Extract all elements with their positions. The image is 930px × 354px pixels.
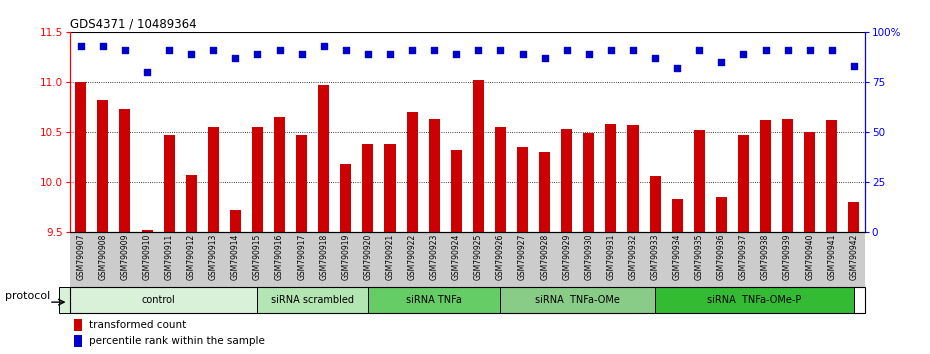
Text: transformed count: transformed count xyxy=(88,320,186,330)
Bar xyxy=(119,109,130,232)
Bar xyxy=(73,335,83,347)
Point xyxy=(294,51,309,57)
Bar xyxy=(429,119,440,232)
Bar xyxy=(207,127,219,232)
Point xyxy=(272,47,287,53)
Bar xyxy=(75,82,86,232)
Text: siRNA scrambled: siRNA scrambled xyxy=(272,295,354,305)
Point xyxy=(692,47,707,53)
Bar xyxy=(649,176,660,232)
Bar xyxy=(363,144,374,232)
Point xyxy=(427,47,442,53)
Point xyxy=(140,69,154,75)
Bar xyxy=(517,147,528,232)
Bar xyxy=(694,130,705,232)
Point xyxy=(515,51,530,57)
Bar xyxy=(782,119,793,232)
Point xyxy=(581,51,596,57)
Point xyxy=(250,51,265,57)
Bar xyxy=(384,144,395,232)
Bar xyxy=(296,135,307,232)
Bar xyxy=(500,287,655,313)
Bar xyxy=(274,117,286,232)
Bar xyxy=(141,230,153,232)
Point xyxy=(405,47,419,53)
Text: siRNA  TNFa-OMe-P: siRNA TNFa-OMe-P xyxy=(708,295,802,305)
Point xyxy=(228,55,243,61)
Point xyxy=(316,43,331,49)
Bar xyxy=(318,85,329,232)
Bar xyxy=(539,152,551,232)
Point xyxy=(382,51,397,57)
Bar xyxy=(655,287,854,313)
Bar xyxy=(561,129,572,232)
Bar xyxy=(605,124,617,232)
Point xyxy=(626,47,641,53)
Bar xyxy=(716,197,727,232)
Point xyxy=(184,51,199,57)
Point xyxy=(803,47,817,53)
Bar xyxy=(472,80,484,232)
Point xyxy=(780,47,795,53)
Bar xyxy=(804,132,816,232)
Bar xyxy=(583,133,594,232)
Point xyxy=(824,47,839,53)
Point xyxy=(449,51,464,57)
Bar xyxy=(186,175,197,232)
Bar xyxy=(737,135,749,232)
Point xyxy=(117,47,132,53)
Text: protocol: protocol xyxy=(5,291,50,301)
Point xyxy=(96,43,111,49)
Point xyxy=(559,47,574,53)
Bar xyxy=(59,287,258,313)
Text: siRNA TNFa: siRNA TNFa xyxy=(406,295,462,305)
Point xyxy=(736,51,751,57)
Bar xyxy=(671,199,683,232)
Point xyxy=(206,47,220,53)
Bar xyxy=(495,127,506,232)
Point xyxy=(339,47,353,53)
Bar xyxy=(230,210,241,232)
Bar xyxy=(848,202,859,232)
Bar xyxy=(340,164,352,232)
Bar xyxy=(98,100,109,232)
Point xyxy=(714,59,729,65)
Text: percentile rank within the sample: percentile rank within the sample xyxy=(88,336,264,346)
Bar xyxy=(368,287,500,313)
Point xyxy=(73,43,88,49)
Bar xyxy=(760,120,771,232)
Bar xyxy=(258,287,368,313)
Point xyxy=(471,47,485,53)
Point xyxy=(493,47,508,53)
Point xyxy=(647,55,662,61)
Bar xyxy=(73,319,83,331)
Text: siRNA  TNFa-OMe: siRNA TNFa-OMe xyxy=(536,295,620,305)
Point xyxy=(670,65,684,71)
Bar xyxy=(628,125,639,232)
Bar xyxy=(451,150,462,232)
Text: control: control xyxy=(141,295,175,305)
Point xyxy=(162,47,177,53)
Point xyxy=(604,47,618,53)
Point xyxy=(846,63,861,69)
Bar xyxy=(252,127,263,232)
Point xyxy=(538,55,552,61)
Point xyxy=(758,47,773,53)
Bar xyxy=(826,120,837,232)
Bar xyxy=(406,112,418,232)
Point xyxy=(361,51,376,57)
Text: GDS4371 / 10489364: GDS4371 / 10489364 xyxy=(70,18,196,31)
Bar xyxy=(164,135,175,232)
